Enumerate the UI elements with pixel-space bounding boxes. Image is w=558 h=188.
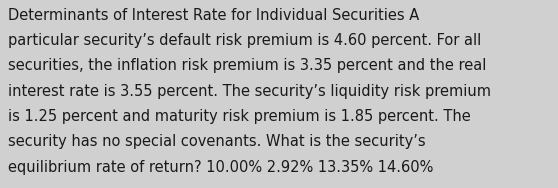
Text: is 1.25 percent and maturity risk premium is 1.85 percent. The: is 1.25 percent and maturity risk premiu… [8, 109, 470, 124]
Text: Determinants of Interest Rate for Individual Securities A: Determinants of Interest Rate for Indivi… [8, 8, 419, 23]
Text: equilibrium rate of return? 10.00% 2.92% 13.35% 14.60%: equilibrium rate of return? 10.00% 2.92%… [8, 160, 433, 175]
Text: particular security’s default risk premium is 4.60 percent. For all: particular security’s default risk premi… [8, 33, 481, 48]
Text: interest rate is 3.55 percent. The security’s liquidity risk premium: interest rate is 3.55 percent. The secur… [8, 84, 491, 99]
Text: securities, the inflation risk premium is 3.35 percent and the real: securities, the inflation risk premium i… [8, 58, 486, 73]
Text: security has no special covenants. What is the security’s: security has no special covenants. What … [8, 134, 425, 149]
